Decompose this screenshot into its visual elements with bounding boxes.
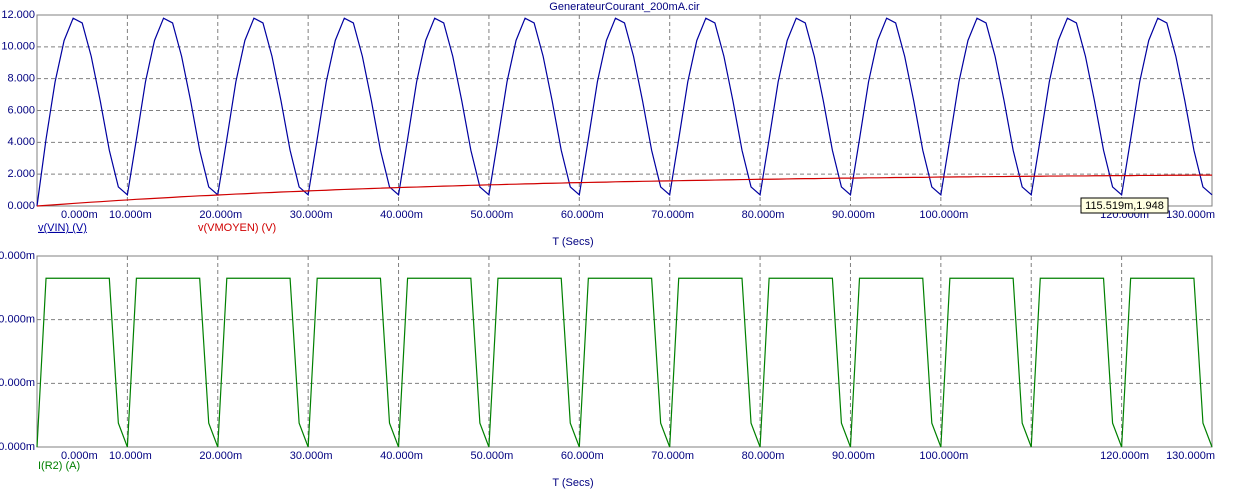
x-tick-label: 30.000m bbox=[290, 450, 333, 462]
series-line bbox=[36, 17, 1213, 207]
x-tick-label: 100.000m bbox=[919, 450, 968, 462]
y-tick-label: 0.000m bbox=[0, 377, 35, 389]
x-tick-label: 120.000m bbox=[1100, 450, 1149, 462]
x-axis-label: T (Secs) bbox=[552, 477, 593, 489]
x-tick-label: 90.000m bbox=[832, 209, 875, 221]
x-tick-label: 0.000m bbox=[61, 209, 98, 221]
plot-area bbox=[36, 255, 1213, 448]
plot-border bbox=[36, 255, 1213, 448]
plot-border bbox=[36, 14, 1213, 207]
chart-title: GenerateurCourant_200mA.cir bbox=[549, 1, 700, 13]
x-tick-label: 10.000m bbox=[109, 209, 152, 221]
y-tick-label: 0.000m bbox=[0, 441, 35, 453]
y-tick-label: 12.000 bbox=[1, 9, 35, 21]
y-tick-label: 4.000 bbox=[7, 136, 35, 148]
x-tick-label: 130.000m bbox=[1166, 450, 1215, 462]
y-tick-label: 10.000 bbox=[1, 41, 35, 53]
x-tick-label: 60.000m bbox=[561, 450, 604, 462]
y-tick-label: 6.000 bbox=[7, 104, 35, 116]
x-tick-label: 20.000m bbox=[199, 209, 242, 221]
x-tick-label: 60.000m bbox=[561, 209, 604, 221]
y-tick-label: 8.000 bbox=[7, 73, 35, 85]
legend-label: I(R2) (A) bbox=[38, 460, 80, 472]
y-tick-label: 0.000m bbox=[0, 250, 35, 262]
x-tick-label: 50.000m bbox=[471, 450, 514, 462]
annotation-box bbox=[1080, 197, 1169, 214]
y-tick-label: 2.000 bbox=[7, 168, 35, 180]
x-tick-label: 80.000m bbox=[742, 209, 785, 221]
legend-label: v(VMOYEN) (V) bbox=[198, 222, 276, 234]
y-tick-label: 0.000 bbox=[7, 200, 35, 212]
x-tick-label: 10.000m bbox=[109, 450, 152, 462]
x-tick-label: 30.000m bbox=[290, 209, 333, 221]
plot-area bbox=[36, 14, 1213, 207]
legend-label: v(VIN) (V) bbox=[38, 222, 87, 234]
x-axis-label: T (Secs) bbox=[552, 236, 593, 248]
x-tick-label: 40.000m bbox=[380, 209, 423, 221]
x-tick-label: 130.000m bbox=[1166, 209, 1215, 221]
x-tick-label: 100.000m bbox=[919, 209, 968, 221]
x-tick-label: 0.000m bbox=[61, 450, 98, 462]
x-tick-label: 90.000m bbox=[832, 450, 875, 462]
y-tick-label: 0.000m bbox=[0, 314, 35, 326]
x-tick-label: 70.000m bbox=[651, 209, 694, 221]
x-tick-label: 80.000m bbox=[742, 450, 785, 462]
x-tick-label: 40.000m bbox=[380, 450, 423, 462]
x-tick-label: 70.000m bbox=[651, 450, 694, 462]
annotation: 115.519m,1.948 bbox=[1085, 200, 1164, 212]
series-line bbox=[36, 277, 1213, 448]
x-tick-label: 50.000m bbox=[471, 209, 514, 221]
series-line bbox=[36, 174, 1212, 207]
x-tick-label: 20.000m bbox=[199, 450, 242, 462]
